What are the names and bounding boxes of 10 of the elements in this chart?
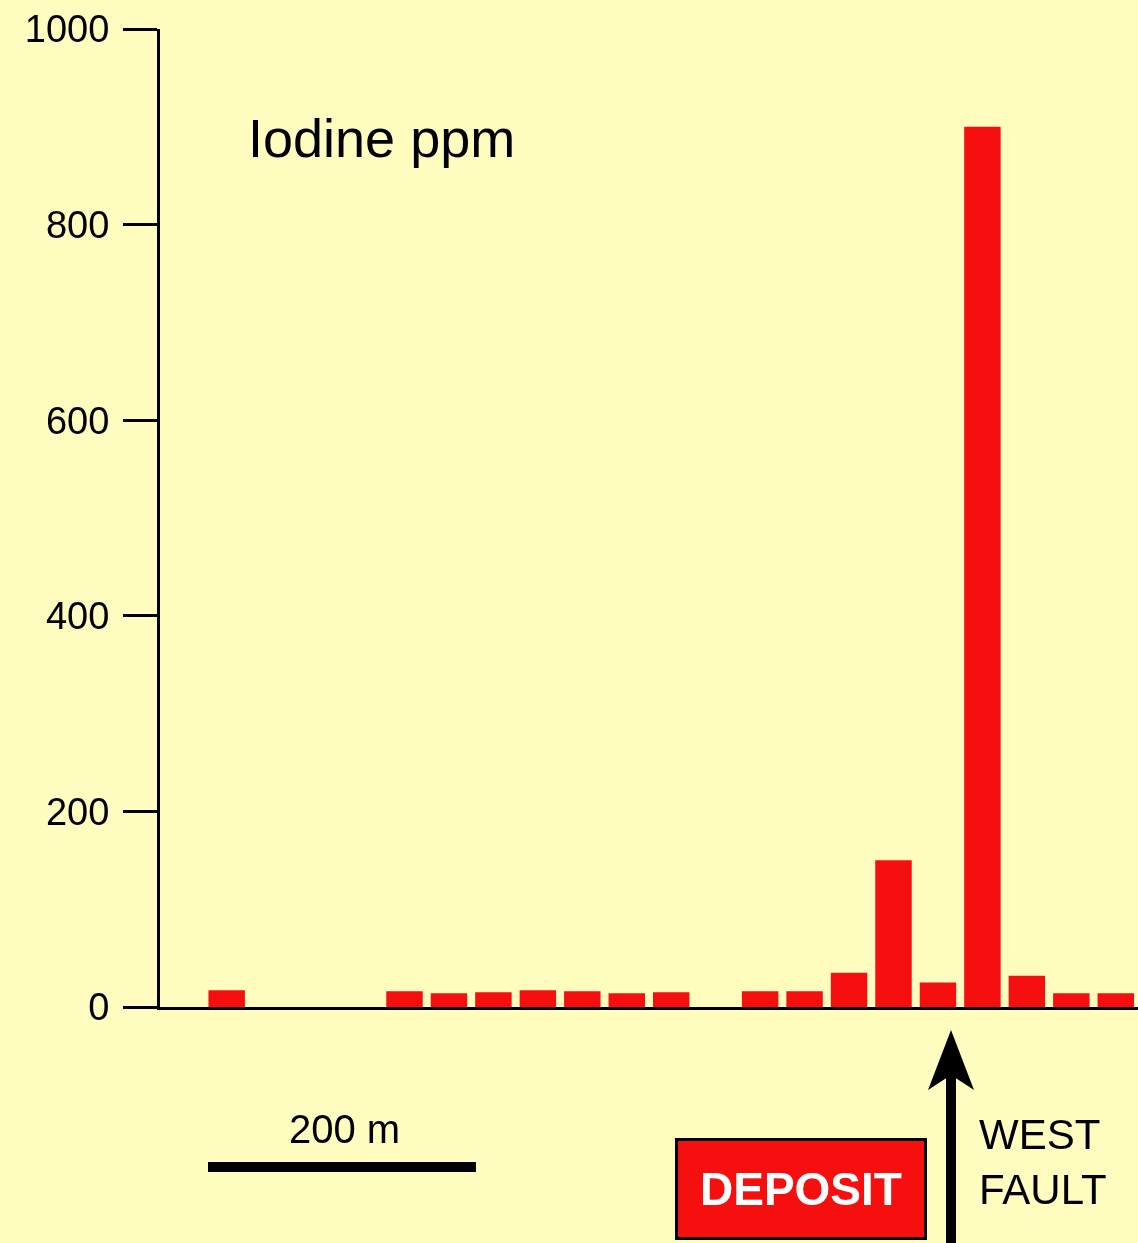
text: 200 m: [289, 1107, 401, 1151]
y-tick-label: 800: [45, 203, 110, 246]
y-tick-label: 400: [45, 595, 110, 638]
text: Iodine ppm: [248, 107, 516, 168]
text: DEPOSIT: [700, 1163, 902, 1215]
text: WEST FAULT: [979, 1111, 1107, 1213]
y-tick-label: 1000: [24, 8, 110, 51]
y-tick-label: 0: [88, 986, 110, 1029]
y-tick-label: 600: [45, 399, 110, 442]
y-tick-label: 200: [45, 790, 110, 833]
